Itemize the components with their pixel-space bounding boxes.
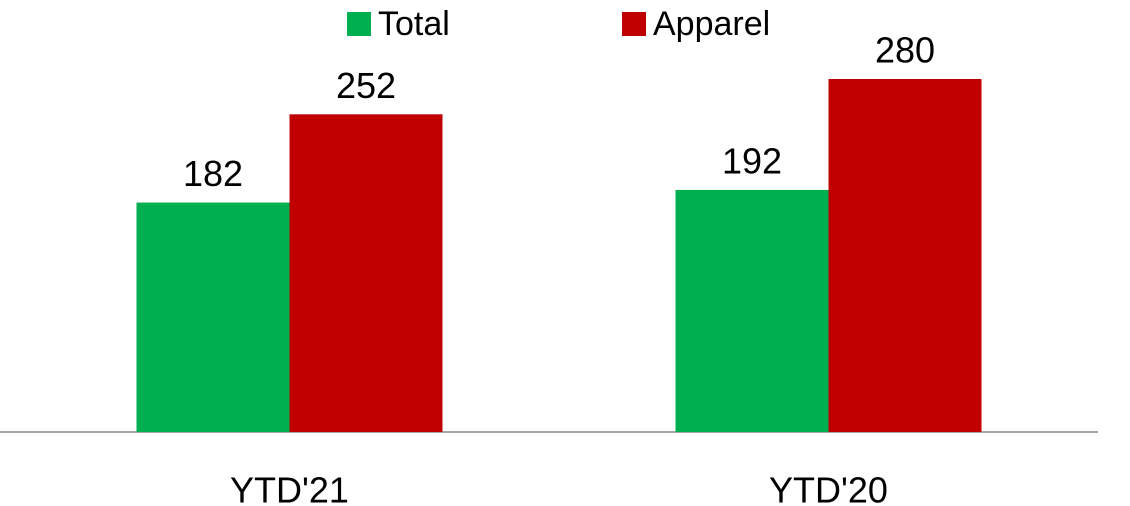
bar (675, 189, 829, 432)
x-tick-label: YTD'20 (769, 470, 888, 506)
data-label: 192 (722, 140, 782, 181)
data-label: 280 (875, 30, 935, 71)
data-label: 252 (336, 65, 396, 106)
bar (289, 114, 443, 433)
bar (828, 79, 982, 432)
legend-swatch (347, 12, 371, 36)
legend-label: Total (378, 5, 450, 43)
legend-swatch (622, 12, 646, 36)
data-label: 182 (183, 153, 243, 194)
legend-label: Apparel (653, 5, 770, 43)
x-tick-label: YTD'21 (230, 470, 349, 506)
bar (136, 202, 290, 432)
